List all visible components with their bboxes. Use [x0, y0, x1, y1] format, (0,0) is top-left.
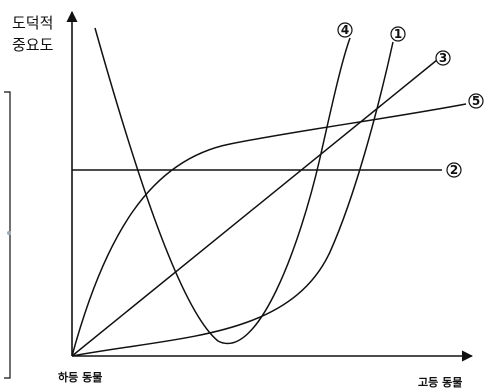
curve-3: [71, 59, 438, 357]
svg-text:3: 3: [439, 51, 447, 65]
curve-label-3: 3: [435, 50, 451, 66]
svg-text:1: 1: [394, 27, 402, 41]
curve-label-2: 2: [446, 162, 462, 178]
curve-5: [71, 103, 467, 357]
curve-1: [71, 41, 394, 357]
svg-text:2: 2: [450, 163, 458, 177]
curve-label-4: 4: [337, 22, 353, 38]
svg-text:5: 5: [472, 94, 480, 108]
left-bracket: [4, 91, 11, 379]
curve-label-1: 1: [390, 26, 406, 42]
x-axis-label-left: 하등 동물: [58, 370, 102, 384]
curve-4: [94, 27, 351, 345]
x-axis-label-right: 고등 동물: [418, 376, 462, 389]
curve-label-5: 5: [468, 93, 484, 109]
y-axis-label-line2: 중요도: [12, 36, 54, 54]
svg-text:4: 4: [341, 23, 349, 37]
y-axis-label-line1: 도덕적: [12, 14, 53, 32]
